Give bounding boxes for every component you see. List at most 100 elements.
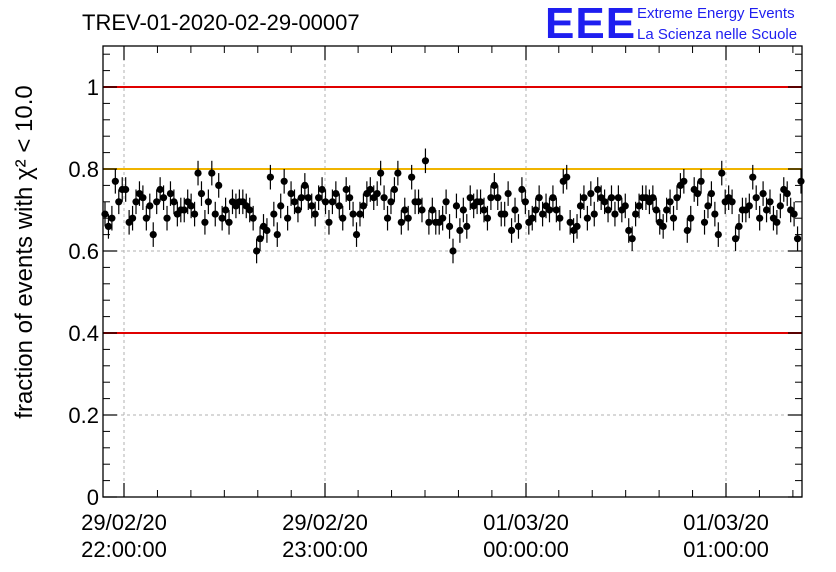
- data-point: [776, 202, 784, 210]
- data-point: [277, 202, 285, 210]
- data-point: [221, 206, 230, 214]
- data-point: [511, 206, 519, 214]
- data-point: [249, 214, 257, 222]
- data-point: [576, 202, 585, 210]
- data-point: [790, 210, 798, 218]
- data-point: [170, 198, 178, 206]
- data-point: [301, 181, 309, 189]
- data-point: [218, 214, 226, 222]
- data-point: [687, 214, 695, 222]
- data-point: [669, 214, 678, 222]
- x-tick-label-date: 29/02/20: [282, 510, 368, 535]
- data-point: [583, 214, 591, 222]
- data-points: [101, 148, 805, 264]
- data-point: [456, 226, 464, 235]
- data-point: [535, 194, 543, 202]
- data-point: [704, 202, 712, 210]
- data-point: [163, 214, 171, 222]
- data-point: [611, 210, 619, 218]
- data-point: [463, 222, 471, 230]
- y-axis-label: fraction of events with χ² < 10.0: [11, 85, 38, 418]
- data-point: [356, 210, 364, 218]
- data-point: [601, 198, 609, 206]
- x-tick-label-date: 01/03/20: [483, 510, 569, 535]
- data-point: [728, 198, 736, 206]
- data-point: [197, 190, 206, 198]
- data-point: [414, 198, 423, 206]
- data-point: [315, 194, 323, 202]
- data-point: [766, 198, 774, 206]
- data-point: [445, 222, 454, 230]
- data-point: [466, 194, 474, 202]
- data-point: [253, 247, 261, 255]
- y-tick-label: 0.6: [68, 239, 99, 264]
- data-point: [394, 169, 402, 177]
- eee-logo-mark: EEE: [545, 0, 637, 48]
- data-point: [287, 190, 295, 198]
- data-point: [208, 169, 216, 177]
- data-point: [673, 194, 681, 202]
- data-point: [273, 231, 281, 239]
- data-point: [552, 206, 560, 214]
- data-point: [190, 210, 199, 218]
- data-point: [735, 222, 743, 230]
- data-point: [346, 194, 354, 202]
- data-point: [476, 198, 485, 206]
- data-point: [587, 190, 595, 198]
- data-point: [718, 169, 726, 177]
- y-tick-label: 0.4: [68, 321, 99, 346]
- data-point: [418, 206, 426, 214]
- x-tick-label-date: 29/02/20: [81, 510, 167, 535]
- x-tick-label-date: 01/03/20: [683, 510, 769, 535]
- y-tick-label: 0.2: [68, 403, 99, 428]
- data-point: [387, 198, 395, 206]
- data-point: [680, 177, 688, 185]
- data-point: [528, 214, 536, 222]
- data-point: [270, 210, 278, 218]
- data-point: [449, 247, 457, 255]
- data-point: [480, 206, 488, 214]
- data-point: [380, 194, 388, 202]
- data-point: [549, 194, 557, 202]
- data-point: [187, 202, 195, 210]
- data-point: [756, 214, 764, 222]
- data-point: [156, 185, 164, 194]
- data-point: [566, 218, 574, 226]
- data-point: [332, 190, 340, 198]
- data-point: [390, 185, 399, 194]
- data-point: [284, 214, 292, 222]
- data-point: [632, 210, 640, 218]
- chart-title: TREV-01-2020-02-29-00007: [82, 10, 360, 35]
- data-point: [607, 194, 616, 202]
- data-point: [373, 190, 381, 198]
- data-point: [683, 226, 691, 235]
- data-point: [108, 214, 116, 222]
- data-point: [421, 157, 430, 165]
- data-point: [132, 198, 140, 206]
- data-point: [793, 235, 802, 243]
- data-point: [707, 190, 716, 198]
- data-point: [153, 198, 161, 206]
- data-point: [359, 202, 368, 210]
- logo-text-line2: La Scienza nelle Scuole: [637, 26, 798, 43]
- data-point: [635, 202, 643, 210]
- data-point: [459, 206, 467, 214]
- data-point: [201, 218, 209, 226]
- data-point: [425, 218, 433, 226]
- data-point: [104, 222, 113, 230]
- data-point: [563, 173, 571, 181]
- data-point: [590, 210, 598, 218]
- data-point: [749, 173, 757, 181]
- data-point: [321, 198, 330, 206]
- data-point: [501, 210, 509, 218]
- data-point: [442, 198, 450, 206]
- data-point: [383, 214, 392, 222]
- data-point: [328, 198, 337, 206]
- data-point: [628, 235, 636, 243]
- data-point: [452, 202, 461, 210]
- y-tick-label: 1: [87, 75, 99, 100]
- data-point: [408, 173, 416, 181]
- data-point: [711, 210, 719, 218]
- data-point: [614, 194, 622, 202]
- data-point: [397, 218, 405, 226]
